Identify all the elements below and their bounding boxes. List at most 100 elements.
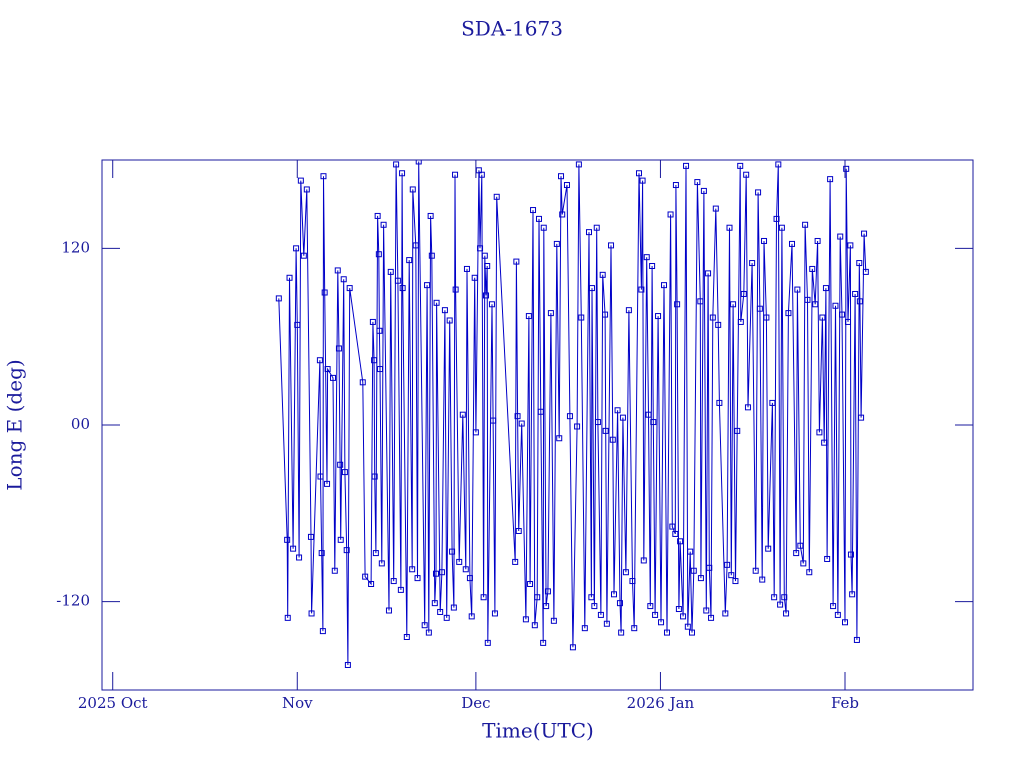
data-point	[756, 305, 763, 312]
data-point	[763, 314, 770, 321]
data-point	[765, 545, 772, 552]
data-point	[341, 469, 348, 476]
data-point	[421, 622, 428, 629]
data-point	[588, 594, 595, 601]
data-point	[645, 411, 652, 418]
data-point	[856, 298, 863, 305]
data-point	[432, 570, 439, 577]
data-point	[537, 408, 544, 415]
y-tick-label: -120	[56, 592, 90, 610]
data-point	[709, 314, 716, 321]
data-point	[459, 411, 466, 418]
data-point	[661, 282, 668, 289]
data-point	[484, 639, 491, 646]
data-point	[706, 564, 713, 571]
data-point	[307, 533, 314, 540]
data-point	[834, 611, 841, 618]
data-point	[806, 569, 813, 576]
data-point	[488, 301, 495, 308]
data-point	[737, 162, 744, 169]
data-point	[722, 610, 729, 617]
data-point	[294, 321, 301, 328]
data-point	[512, 558, 519, 565]
data-point	[728, 572, 735, 579]
data-point	[525, 313, 532, 320]
data-point	[674, 301, 681, 308]
data-point	[522, 616, 529, 623]
data-point	[697, 575, 704, 582]
data-point	[744, 404, 751, 411]
data-point	[566, 413, 573, 420]
data-point	[450, 604, 457, 611]
data-point	[284, 536, 291, 543]
data-point	[724, 561, 731, 568]
data-point	[300, 252, 307, 259]
data-point	[394, 277, 401, 284]
data-point	[608, 242, 615, 249]
data-point	[622, 569, 629, 576]
data-point	[534, 594, 541, 601]
data-point	[335, 345, 342, 352]
data-point	[431, 600, 438, 607]
data-point	[690, 567, 697, 574]
data-point	[712, 205, 719, 212]
data-point	[359, 379, 366, 386]
data-point	[649, 263, 656, 269]
data-point	[556, 435, 563, 442]
data-point	[316, 357, 323, 364]
data-point	[346, 285, 353, 292]
data-point	[802, 221, 809, 228]
data-point	[334, 267, 341, 274]
data-point	[669, 523, 676, 530]
data-point	[531, 622, 538, 629]
data-point	[575, 161, 582, 168]
data-point	[737, 318, 744, 325]
data-point	[478, 171, 485, 178]
data-point	[697, 298, 704, 305]
data-point	[456, 558, 463, 565]
data-point	[321, 289, 328, 296]
data-point	[393, 161, 400, 168]
data-point	[730, 301, 737, 308]
data-point	[652, 611, 659, 618]
data-point	[732, 578, 739, 585]
data-point	[340, 276, 347, 283]
data-point	[616, 600, 623, 607]
data-point	[543, 603, 550, 610]
data-point	[602, 427, 609, 434]
data-point	[446, 317, 453, 324]
y-axis-label: Long E (deg)	[3, 359, 27, 490]
data-point	[319, 628, 326, 635]
data-point	[371, 473, 378, 480]
data-point	[514, 413, 521, 420]
data-point	[477, 245, 484, 252]
data-point	[639, 177, 646, 184]
data-point	[399, 285, 406, 292]
data-point	[849, 591, 856, 598]
data-point	[317, 473, 324, 480]
data-point	[374, 212, 381, 219]
data-point	[409, 566, 416, 573]
data-point	[378, 560, 385, 567]
data-point	[518, 420, 525, 427]
x-tick-label: Feb	[831, 694, 859, 712]
chart-title: SDA-1673	[461, 17, 563, 41]
data-point	[452, 286, 459, 293]
data-point	[403, 634, 410, 640]
data-point	[814, 237, 821, 244]
data-point	[759, 576, 766, 583]
data-point	[614, 407, 621, 414]
data-point	[640, 557, 647, 564]
data-point	[449, 548, 456, 555]
data-point	[563, 182, 570, 189]
data-point	[293, 245, 300, 252]
data-point	[515, 528, 522, 534]
data-point	[847, 551, 854, 558]
data-point	[390, 578, 397, 585]
data-point	[688, 629, 695, 636]
data-point	[800, 560, 807, 567]
data-point	[303, 186, 310, 193]
data-point	[822, 285, 829, 292]
data-point	[650, 419, 657, 426]
